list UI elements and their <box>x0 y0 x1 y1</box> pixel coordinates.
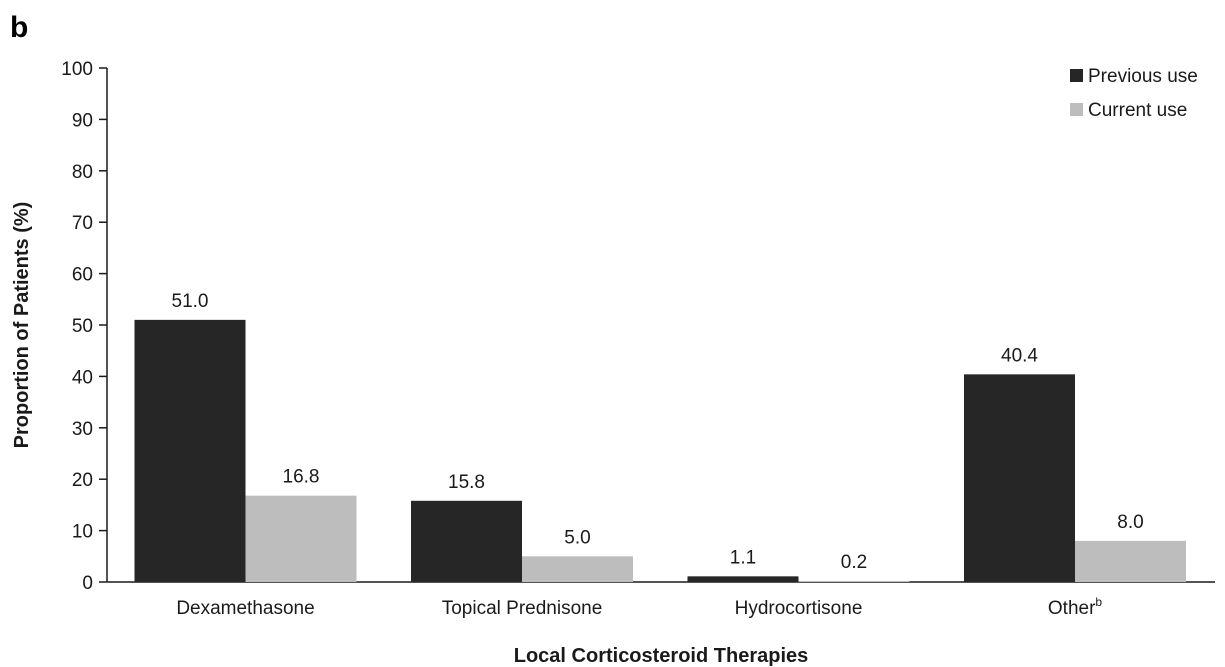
x-category-label: Dexamethasone <box>176 598 314 619</box>
bar-current-use <box>798 580 910 582</box>
bar-value-label: 5.0 <box>564 527 590 548</box>
y-tick-label: 80 <box>72 162 93 183</box>
bar-value-label: 40.4 <box>1001 345 1038 366</box>
y-tick-label: 30 <box>72 419 93 440</box>
y-tick-label: 70 <box>72 213 93 234</box>
x-axis-title: Local Corticosteroid Therapies <box>514 645 809 667</box>
panel-label: b <box>10 11 28 44</box>
bar-value-label: 1.1 <box>730 547 756 568</box>
bar-value-label: 0.2 <box>841 552 867 573</box>
y-tick-label: 0 <box>82 573 93 594</box>
data-labels: 51.0 16.8 15.8 5.0 1.1 0.2 40.4 8.0 <box>172 291 1144 573</box>
footnote-superscript: b <box>1095 595 1102 609</box>
y-tick-label: 90 <box>72 110 93 131</box>
legend-swatch-current-use <box>1070 103 1083 116</box>
x-category-label: Topical Prednisone <box>442 598 603 619</box>
x-category-label: Hydrocortisone <box>735 598 863 619</box>
bar-value-label: 15.8 <box>448 472 485 493</box>
bar-current-use <box>245 495 357 582</box>
legend-label: Current use <box>1088 100 1187 121</box>
bar-previous-use <box>411 500 522 582</box>
legend-swatch-previous-use <box>1070 69 1083 82</box>
bar-value-label: 16.8 <box>283 467 320 488</box>
bar-current-use <box>522 556 633 582</box>
bar-value-label: 51.0 <box>172 291 209 312</box>
y-tick-label: 40 <box>72 367 93 388</box>
bar-current-use <box>1075 540 1186 582</box>
y-axis-ticks: 0 10 20 30 40 50 60 70 80 90 100 <box>61 59 107 594</box>
legend-label: Previous use <box>1088 66 1198 87</box>
bar-previous-use <box>687 576 799 582</box>
y-tick-label: 20 <box>72 470 93 491</box>
bars <box>134 319 1186 582</box>
y-tick-label: 10 <box>72 522 93 543</box>
bar-previous-use <box>964 374 1075 582</box>
y-tick-label: 60 <box>72 265 93 286</box>
legend: Previous use Current use <box>1070 66 1198 121</box>
y-tick-label: 100 <box>61 59 93 80</box>
x-category-label: Otherb <box>1048 595 1103 619</box>
bar-value-label: 8.0 <box>1117 512 1143 533</box>
y-tick-label: 50 <box>72 316 93 337</box>
y-axis-title: Proportion of Patients (%) <box>11 202 33 449</box>
category-labels: Dexamethasone Topical Prednisone Hydrocort… <box>176 595 1102 619</box>
bar-previous-use <box>134 319 246 582</box>
